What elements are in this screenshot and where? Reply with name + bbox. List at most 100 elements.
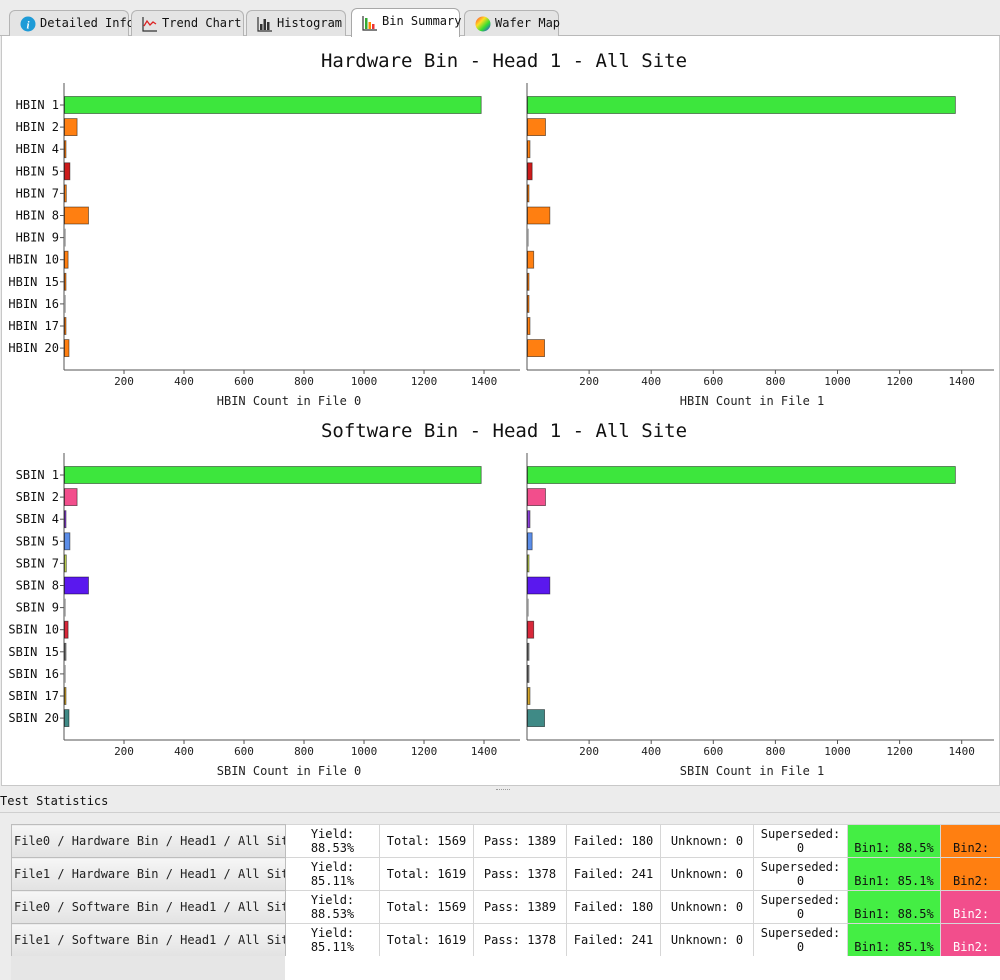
x-tick-label: 600 (234, 745, 254, 758)
bar (64, 642, 67, 661)
x-tick-label: 600 (234, 375, 254, 388)
x-axis-label: HBIN Count in File 0 (217, 394, 362, 408)
table-empty-area (285, 956, 1000, 980)
bar (64, 250, 69, 269)
y-tick-label: SBIN 2 (16, 490, 59, 504)
yield-cell: Yield: 88.53% (285, 824, 380, 858)
bar (64, 576, 89, 595)
superseded-cell: Superseded: 0 (753, 824, 848, 858)
bar (527, 709, 545, 727)
splitter-handle[interactable] (0, 786, 1000, 794)
bar (527, 554, 530, 573)
bin-summary-icon (362, 15, 378, 31)
bar (527, 317, 531, 335)
x-tick-label: 400 (641, 745, 661, 758)
bar (64, 162, 71, 181)
bar (527, 184, 530, 203)
bar (64, 118, 78, 136)
tab-trend-chart[interactable]: Trend Chart (131, 10, 244, 36)
tab-bar: i Detailed Info Trend Chart Histogram Bi… (0, 0, 1000, 37)
bar (64, 687, 67, 705)
bar (64, 206, 89, 225)
wafer-map-icon (475, 16, 491, 32)
y-tick-label: SBIN 10 (8, 623, 59, 637)
bar (64, 228, 66, 247)
pass-cell: Pass: 1389 (473, 890, 567, 924)
yield-cell: Yield: 85.11% (285, 923, 380, 957)
tab-bin-summary[interactable]: Bin Summary (351, 8, 461, 37)
row-header[interactable]: File0 / Hardware Bin / Head1 / All Sites (11, 824, 286, 858)
x-tick-label: 800 (294, 375, 314, 388)
tab-histogram[interactable]: Histogram (246, 10, 346, 36)
tab-label: Wafer Map (495, 16, 561, 30)
row-header[interactable]: File1 / Hardware Bin / Head1 / All Sites (11, 857, 286, 891)
table-row[interactable]: File0 / Hardware Bin / Head1 / All Sites… (11, 824, 1000, 858)
row-header[interactable]: File0 / Software Bin / Head1 / All Sites (11, 890, 286, 924)
table-row[interactable]: File1 / Hardware Bin / Head1 / All Sites… (11, 857, 1000, 891)
test-statistics-label: Test Statistics (0, 794, 109, 808)
y-tick-label: HBIN 17 (8, 319, 59, 333)
x-tick-label: 1200 (411, 375, 438, 388)
x-tick-label: 400 (174, 375, 194, 388)
y-tick-label: HBIN 9 (16, 231, 59, 245)
yield-cell: Yield: 88.53% (285, 890, 380, 924)
x-tick-label: 1200 (411, 745, 438, 758)
bar (64, 488, 78, 507)
bin1-cell: Bin1: 88.5% (847, 824, 941, 858)
bar (64, 339, 70, 358)
y-tick-label: HBIN 2 (16, 120, 59, 134)
x-tick-label: 200 (579, 745, 599, 758)
bar (64, 554, 67, 573)
x-tick-label: 800 (765, 745, 785, 758)
bar (527, 118, 546, 136)
y-tick-label: SBIN 5 (16, 534, 59, 548)
x-tick-label: 800 (294, 745, 314, 758)
y-tick-label: SBIN 16 (8, 667, 59, 681)
bar (527, 576, 551, 595)
table-empty-area-left (11, 956, 285, 980)
bar (64, 96, 482, 114)
bin-summary-chart-area: Hardware Bin - Head 1 - All Site 200 400 60… (1, 36, 1000, 786)
tab-detailed-info[interactable]: i Detailed Info (9, 10, 134, 36)
y-tick-label: SBIN 8 (16, 579, 59, 593)
failed-cell: Failed: 241 (566, 923, 661, 957)
y-tick-label: SBIN 7 (16, 556, 59, 570)
x-tick-label: 1400 (948, 375, 975, 388)
bar (64, 620, 69, 639)
bar (64, 140, 67, 159)
failed-cell: Failed: 180 (566, 890, 661, 924)
x-tick-label: 200 (579, 375, 599, 388)
superseded-cell: Superseded: 0 (753, 923, 848, 957)
histogram-icon (257, 16, 273, 32)
y-tick-label: HBIN 5 (16, 164, 59, 178)
bar (527, 642, 530, 661)
unknown-cell: Unknown: 0 (660, 890, 754, 924)
bar (527, 250, 535, 269)
x-tick-label: 200 (114, 375, 134, 388)
table-row[interactable]: File1 / Software Bin / Head1 / All Sites… (11, 923, 1000, 957)
y-tick-label: HBIN 8 (16, 209, 59, 223)
total-cell: Total: 1569 (379, 890, 474, 924)
bar (64, 665, 66, 683)
bar (64, 294, 66, 313)
y-tick-label: SBIN 17 (8, 689, 59, 703)
x-tick-label: 1400 (471, 745, 498, 758)
pass-cell: Pass: 1378 (473, 857, 567, 891)
tab-wafer-map[interactable]: Wafer Map (464, 10, 561, 36)
x-tick-label: 600 (703, 375, 723, 388)
bar (64, 466, 482, 484)
bar (527, 598, 529, 617)
bar (64, 709, 70, 727)
x-tick-label: 600 (703, 745, 723, 758)
row-header[interactable]: File1 / Software Bin / Head1 / All Sites (11, 923, 286, 957)
bar (527, 466, 956, 484)
bar (64, 532, 71, 551)
x-tick-label: 1200 (886, 745, 913, 758)
total-cell: Total: 1619 (379, 923, 474, 957)
x-tick-label: 200 (114, 745, 134, 758)
x-tick-label: 400 (641, 375, 661, 388)
table-row[interactable]: File0 / Software Bin / Head1 / All Sites… (11, 890, 1000, 924)
bar (527, 620, 535, 639)
y-tick-label: HBIN 10 (8, 253, 59, 267)
y-tick-label: HBIN 7 (16, 186, 59, 200)
